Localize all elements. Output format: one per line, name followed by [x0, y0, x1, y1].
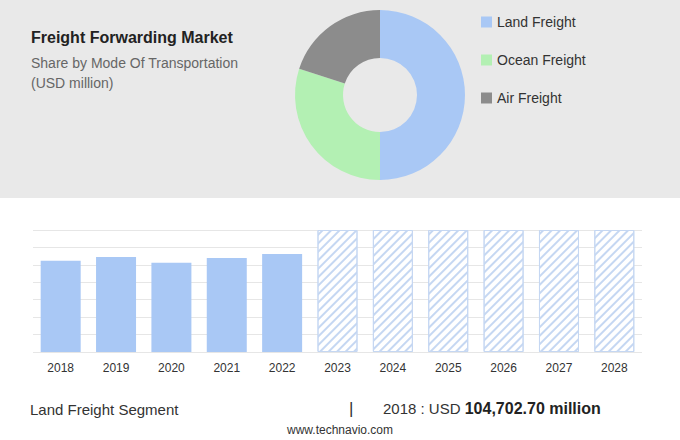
svg-text:2028: 2028	[601, 361, 628, 375]
svg-text:2027: 2027	[546, 361, 573, 375]
svg-text:104,702.70 million: 104,702.70 million	[465, 400, 601, 417]
svg-text:Freight Forwarding Market: Freight Forwarding Market	[31, 29, 233, 46]
svg-text:Ocean Freight: Ocean Freight	[497, 52, 586, 68]
svg-text:2021: 2021	[213, 361, 240, 375]
svg-text:Share by Mode Of Transportatio: Share by Mode Of Transportation	[31, 55, 238, 71]
svg-text:Land Freight: Land Freight	[497, 14, 576, 30]
svg-text:Land Freight Segment: Land Freight Segment	[30, 401, 179, 418]
svg-text:2024: 2024	[380, 361, 407, 375]
svg-text:|: |	[349, 399, 353, 418]
svg-text:www.technavio.com: www.technavio.com	[286, 423, 393, 437]
svg-text:2020: 2020	[158, 361, 185, 375]
svg-text:2022: 2022	[269, 361, 296, 375]
svg-text:(USD million): (USD million)	[31, 75, 113, 91]
svg-text:2026: 2026	[490, 361, 517, 375]
svg-text:2018: 2018	[47, 361, 74, 375]
svg-text:2023: 2023	[324, 361, 351, 375]
svg-text:Air Freight: Air Freight	[497, 90, 562, 106]
svg-text:2019: 2019	[103, 361, 130, 375]
svg-text:2025: 2025	[435, 361, 462, 375]
svg-text:2018 : USD: 2018 : USD	[383, 400, 465, 417]
